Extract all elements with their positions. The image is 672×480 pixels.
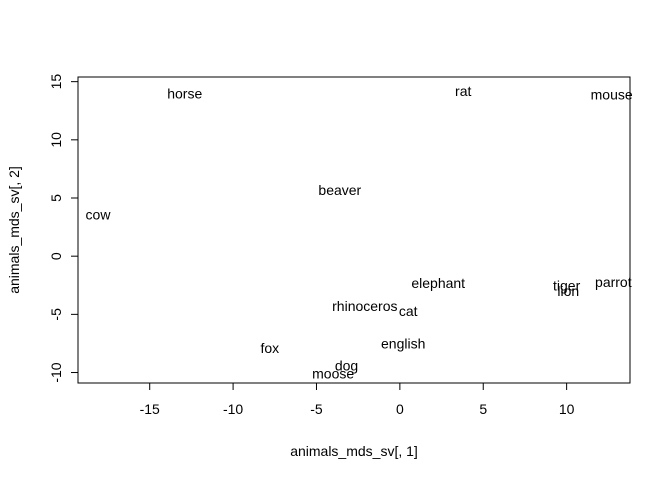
point-labels: horse rat mouse beaver cow elephant tiger parro… [86, 83, 633, 382]
x-axis: -15 -10 -5 0 5 10 [140, 382, 575, 417]
point-label-rat: rat [455, 83, 471, 99]
point-label-rhinoceros: rhinoceros [332, 298, 397, 314]
x-tick-label: 0 [396, 401, 404, 417]
x-tick-label: -5 [310, 401, 323, 417]
plot-box [77, 76, 631, 384]
x-tick-label: 10 [559, 401, 575, 417]
y-tick-label: -5 [48, 308, 64, 321]
point-label-horse: horse [167, 85, 202, 101]
point-label-fox: fox [260, 340, 279, 356]
y-axis: -10 -5 0 5 10 15 [48, 74, 79, 383]
point-label-moose: moose [312, 366, 354, 382]
y-axis-title: animals_mds_sv[, 2] [6, 166, 22, 294]
x-tick-label: -10 [223, 401, 243, 417]
y-tick-label: 15 [48, 74, 64, 90]
point-label-dog: dog [335, 358, 358, 374]
y-tick-label: 5 [48, 194, 64, 202]
y-tick-label: 0 [48, 252, 64, 260]
point-label-english: english [381, 335, 425, 351]
point-label-elephant: elephant [411, 275, 465, 291]
x-tick-label: 5 [479, 401, 487, 417]
y-tick-label: -10 [48, 362, 64, 382]
point-label-cat: cat [399, 303, 418, 319]
point-label-parrot: parrot [595, 274, 632, 290]
x-tick-label: -15 [140, 401, 160, 417]
point-label-beaver: beaver [318, 182, 361, 198]
point-label-lion: lion [557, 283, 579, 299]
x-axis-title: animals_mds_sv[, 1] [290, 443, 418, 459]
y-tick-label: 10 [48, 132, 64, 148]
point-label-mouse: mouse [591, 86, 633, 102]
point-label-tiger: tiger [553, 277, 581, 293]
point-label-cow: cow [86, 206, 112, 222]
